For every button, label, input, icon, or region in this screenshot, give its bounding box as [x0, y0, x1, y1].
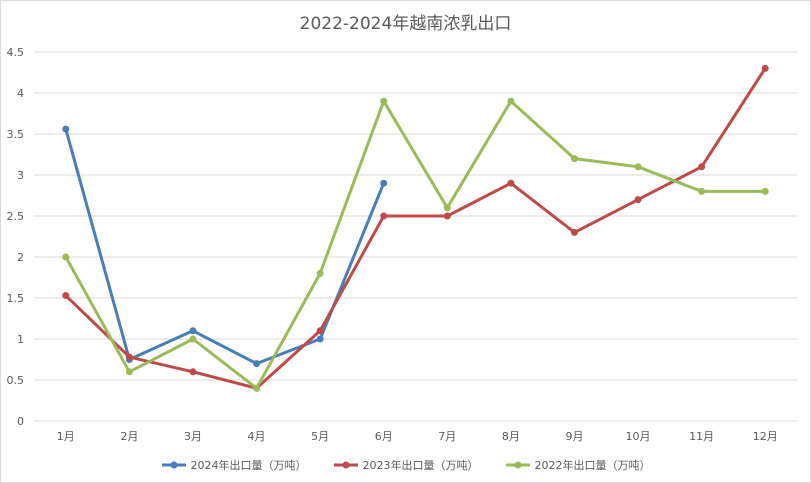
series-point	[507, 97, 515, 105]
series-point	[189, 335, 197, 343]
y-tick-label: 0	[17, 415, 24, 428]
series-point	[62, 125, 70, 133]
series-point	[189, 368, 197, 376]
series-point	[698, 187, 706, 195]
y-tick-label: 1	[17, 333, 24, 346]
y-tick-label: 3.5	[7, 128, 25, 141]
series-point	[253, 360, 261, 368]
series-line	[64, 99, 767, 390]
series-point	[570, 155, 578, 163]
x-tick-label: 6月	[375, 430, 393, 443]
series-point	[62, 253, 70, 261]
legend-label: 2022年出口量（万吨）	[534, 459, 651, 472]
x-tick-label: 2月	[120, 430, 138, 443]
x-tick-label: 7月	[438, 430, 456, 443]
series-point	[125, 353, 133, 361]
series-point	[253, 384, 261, 392]
y-tick-label: 4	[17, 87, 24, 100]
legend-label: 2023年出口量（万吨）	[362, 459, 479, 472]
x-tick-label: 4月	[248, 430, 266, 443]
series-point	[316, 335, 324, 343]
x-tick-label: 12月	[753, 430, 778, 443]
series-point	[380, 212, 388, 220]
series-point	[380, 179, 388, 187]
series-point	[125, 368, 133, 376]
series-point	[62, 292, 70, 300]
legend-label: 2024年出口量（万吨）	[190, 459, 307, 472]
series-line	[64, 127, 386, 366]
series-point	[634, 163, 642, 171]
series-point	[443, 212, 451, 220]
x-tick-label: 8月	[502, 430, 520, 443]
series-point	[761, 187, 769, 195]
y-tick-label: 1.5	[7, 292, 25, 305]
chart-title: 2022-2024年越南浓乳出口	[299, 14, 512, 34]
series-point	[634, 196, 642, 204]
series-point	[570, 228, 578, 236]
y-tick-label: 0.5	[7, 374, 25, 387]
series-point	[698, 163, 706, 171]
y-tick-label: 2.5	[7, 210, 25, 223]
series-point	[316, 269, 324, 277]
series-point	[443, 204, 451, 212]
legend-entry: 2022年出口量（万吨）	[505, 457, 651, 473]
legend-entry: 2024年出口量（万吨）	[161, 457, 307, 473]
legend-swatch	[161, 461, 186, 469]
legend-entry: 2023年出口量（万吨）	[333, 457, 479, 473]
x-tick-label: 1月	[57, 430, 75, 443]
series-point	[316, 327, 324, 335]
series-line	[64, 66, 767, 390]
chart-legend: 2024年出口量（万吨） 2023年出口量（万吨） 2022年出口量（万吨）	[1, 457, 810, 473]
series-point	[380, 97, 388, 105]
series-point	[189, 327, 197, 335]
legend-swatch	[333, 461, 358, 469]
series-point	[507, 179, 515, 187]
series-point	[761, 64, 769, 72]
y-tick-label: 3	[17, 169, 24, 182]
x-tick-label: 9月	[565, 430, 583, 443]
x-tick-label: 11月	[689, 430, 714, 443]
x-tick-label: 3月	[184, 430, 202, 443]
x-tick-label: 10月	[626, 430, 651, 443]
y-tick-label: 4.5	[7, 46, 25, 59]
x-tick-label: 5月	[311, 430, 329, 443]
y-tick-label: 2	[17, 251, 24, 264]
legend-swatch	[505, 461, 530, 469]
